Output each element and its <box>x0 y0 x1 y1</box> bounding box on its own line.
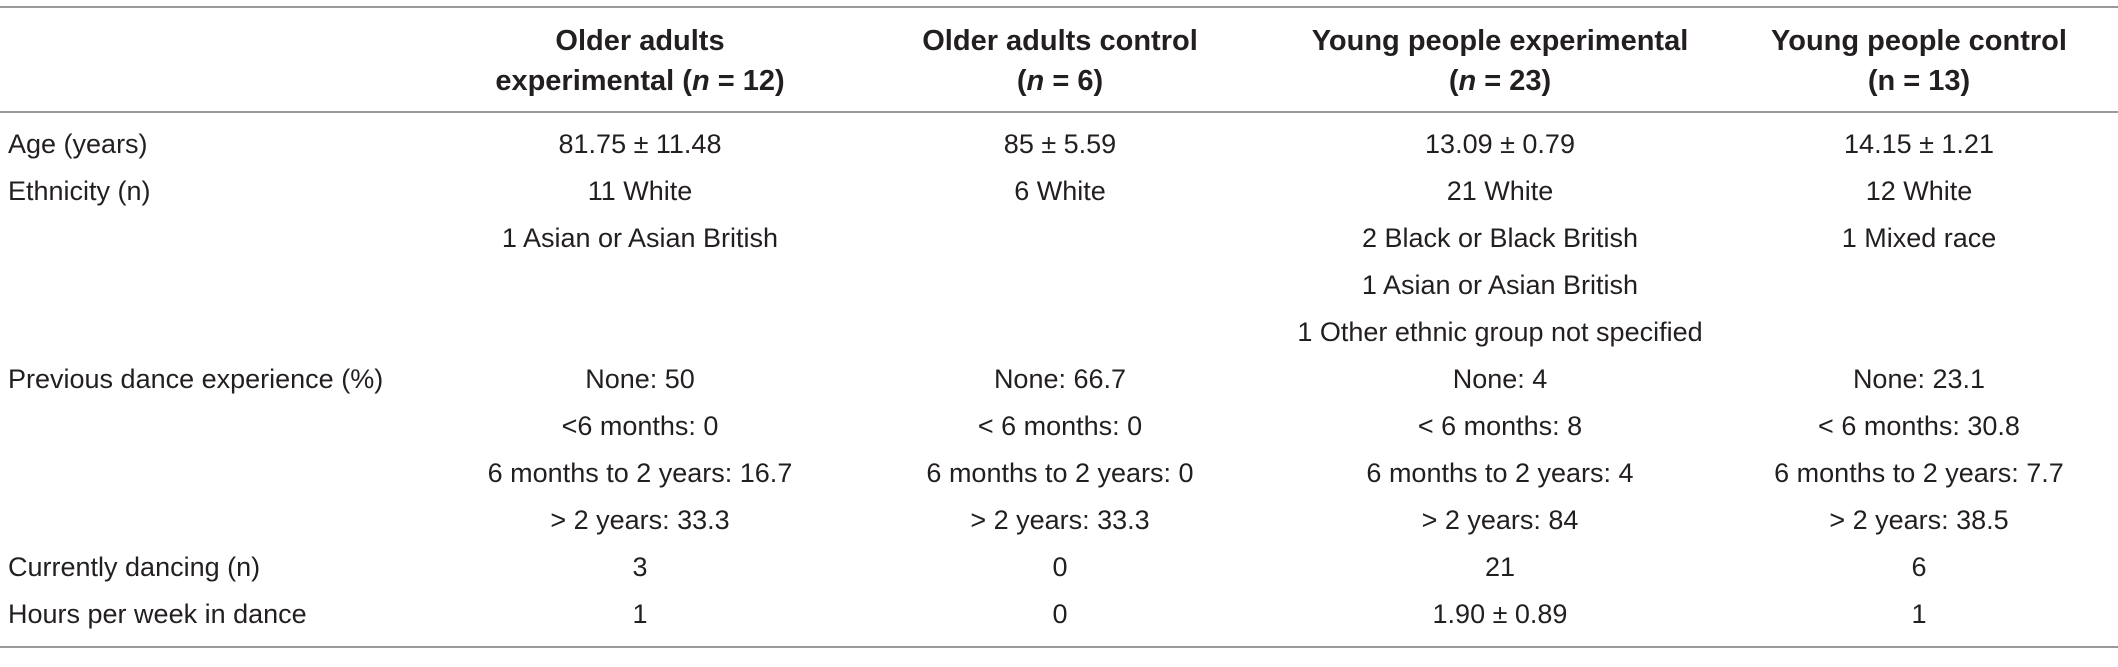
row-label <box>0 450 440 497</box>
header-line2-italic: n <box>691 65 710 97</box>
cell-young-people-experimental: 1 Other ethnic group not specified <box>1297 317 1703 347</box>
table-row: 1 Other ethnic group not specified <box>0 309 2118 356</box>
header-line2-post: = 12) <box>709 65 785 97</box>
header-line2: (n = 6) <box>840 61 1280 101</box>
cell-older-adults-control: 0 <box>1052 552 1068 582</box>
cell-older-adults-experimental: 1 Asian or Asian British <box>501 223 779 253</box>
cell-older-adults-experimental: 6 months to 2 years: 16.7 <box>487 458 793 488</box>
table-row: 6 months to 2 years: 16.7 6 months to 2 y… <box>0 450 2118 497</box>
header-line2: (n = 13) <box>1720 61 2118 101</box>
table-row: Currently dancing (n) 3 0 21 6 <box>0 544 2118 591</box>
cell-young-people-control: 6 months to 2 years: 7.7 <box>1774 458 2064 488</box>
cell-older-adults-experimental: None: 50 <box>585 364 695 394</box>
header-line1: Older adults control <box>922 25 1198 57</box>
cell-older-adults-experimental: 81.75 ± 11.48 <box>558 129 722 159</box>
header-line2: (n = 23) <box>1280 61 1720 101</box>
row-label <box>0 215 440 262</box>
row-label <box>0 497 440 544</box>
row-label: Age (years) <box>8 129 148 159</box>
row-label: Currently dancing (n) <box>8 552 261 582</box>
row-label: Hours per week in dance <box>0 591 440 648</box>
row-label: Ethnicity (n) <box>8 176 151 206</box>
table-row: 1 Asian or Asian British <box>0 262 2118 309</box>
header-line2-pre: (n = 13) <box>1867 65 1971 97</box>
header-young-people-experimental: Young people experimental (n = 23) <box>1280 6 1720 113</box>
cell-young-people-experimental: 1.90 ± 0.89 <box>1280 591 1720 648</box>
header-older-adults-control: Older adults control (n = 6) <box>840 6 1280 113</box>
cell-older-adults-control <box>840 262 1280 309</box>
table-row: <6 months: 0 < 6 months: 0 < 6 months: 8 < … <box>0 403 2118 450</box>
cell-young-people-experimental: 6 months to 2 years: 4 <box>1366 458 1634 488</box>
row-label <box>0 262 440 309</box>
table-row: Hours per week in dance 1 0 1.90 ± 0.89 1 <box>0 591 2118 648</box>
cell-young-people-experimental: 21 White <box>1446 176 1554 206</box>
cell-young-people-experimental: < 6 months: 8 <box>1417 411 1583 441</box>
cell-young-people-experimental: > 2 years: 84 <box>1421 505 1579 535</box>
header-line2-pre: ( <box>1016 65 1027 97</box>
cell-young-people-experimental: 13.09 ± 0.79 <box>1425 129 1575 159</box>
cell-older-adults-experimental <box>440 309 840 356</box>
header-older-adults-experimental: Older adults experimental (n = 12) <box>440 6 840 113</box>
cell-older-adults-experimental: 3 <box>632 552 648 582</box>
header-line2: experimental (n = 12) <box>440 61 840 101</box>
header-line1: Young people control <box>1771 25 2067 57</box>
table-row: 1 Asian or Asian British 2 Black or Black… <box>0 215 2118 262</box>
cell-young-people-control: 14.15 ± 1.21 <box>1844 129 1994 159</box>
cell-young-people-control: < 6 months: 30.8 <box>1818 411 2020 441</box>
cell-older-adults-experimental: 11 White <box>587 176 693 206</box>
table-row: Age (years) 81.75 ± 11.48 85 ± 5.59 13.09 ±… <box>0 112 2118 168</box>
cell-young-people-experimental: 1 Asian or Asian British <box>1361 270 1639 300</box>
header-line1: Young people experimental <box>1311 25 1689 57</box>
demographics-table: Older adults experimental (n = 12) Older… <box>0 6 2118 648</box>
cell-young-people-control: 1 <box>1720 591 2118 648</box>
table-row: Ethnicity (n) 11 White 6 White 21 White 12 W… <box>0 168 2118 215</box>
header-line2-pre: experimental ( <box>495 65 692 97</box>
row-label: Previous dance experience (%) <box>8 364 384 394</box>
row-label <box>0 309 440 356</box>
cell-young-people-control: None: 23.1 <box>1852 364 1986 394</box>
cell-older-adults-experimental <box>440 262 840 309</box>
cell-older-adults-control: 0 <box>840 591 1280 648</box>
cell-older-adults-control: > 2 years: 33.3 <box>970 505 1150 535</box>
table-row: Previous dance experience (%) None: 50 Non… <box>0 356 2118 403</box>
cell-older-adults-control: 6 months to 2 years: 0 <box>926 458 1194 488</box>
cell-older-adults-control: 6 White <box>1014 176 1106 206</box>
cell-young-people-experimental: None: 4 <box>1452 364 1548 394</box>
table-body: Age (years) 81.75 ± 11.48 85 ± 5.59 13.09 ±… <box>0 112 2118 648</box>
header-stub <box>0 6 440 113</box>
table-row: > 2 years: 33.3 > 2 years: 33.3 > 2 years:… <box>0 497 2118 544</box>
cell-older-adults-experimental: > 2 years: 33.3 <box>550 505 730 535</box>
cell-young-people-control: > 2 years: 38.5 <box>1829 505 2009 535</box>
cell-older-adults-control: None: 66.7 <box>993 364 1127 394</box>
header-row: Older adults experimental (n = 12) Older… <box>0 6 2118 113</box>
table-header: Older adults experimental (n = 12) Older… <box>0 6 2118 113</box>
header-line2-italic: n <box>1026 65 1045 97</box>
cell-older-adults-experimental: <6 months: 0 <box>561 411 719 441</box>
cell-young-people-control: 6 <box>1911 552 1927 582</box>
header-young-people-control: Young people control (n = 13) <box>1720 6 2118 113</box>
cell-young-people-control <box>1720 262 2118 309</box>
cell-older-adults-control <box>840 309 1280 356</box>
cell-young-people-control: 1 Mixed race <box>1841 223 1997 253</box>
header-line2-italic: n <box>1458 65 1477 97</box>
row-label <box>0 403 440 450</box>
header-line2-post: = 6) <box>1044 65 1104 97</box>
cell-young-people-control: 12 White <box>1865 176 1973 206</box>
header-line2-pre: ( <box>1448 65 1459 97</box>
cell-young-people-experimental: 21 <box>1484 552 1516 582</box>
cell-older-adults-control: < 6 months: 0 <box>977 411 1143 441</box>
header-line2-post: = 23) <box>1476 65 1552 97</box>
cell-older-adults-experimental: 1 <box>440 591 840 648</box>
cell-older-adults-control <box>840 215 1280 262</box>
header-line1: Older adults <box>555 25 725 57</box>
cell-older-adults-control: 85 ± 5.59 <box>1003 129 1117 159</box>
cell-young-people-experimental: 2 Black or Black British <box>1361 223 1639 253</box>
cell-young-people-control <box>1720 309 2118 356</box>
